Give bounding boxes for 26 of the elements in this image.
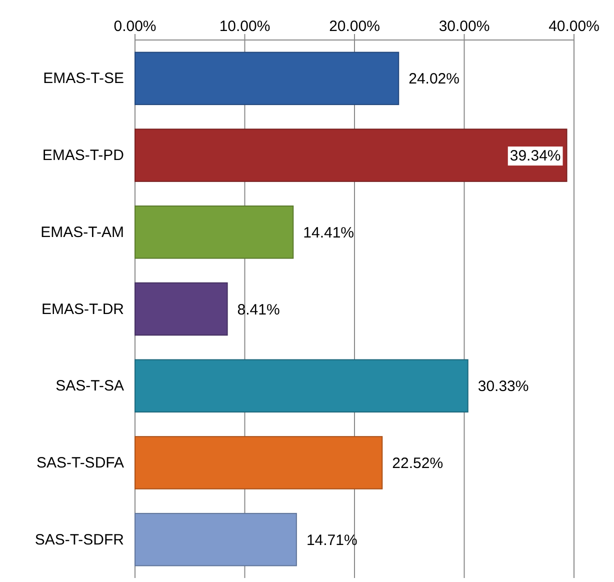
data-label: 22.52% [392, 454, 444, 472]
bar [134, 436, 383, 490]
data-label: 24.02% [408, 70, 460, 88]
x-tick-label: 10.00% [219, 18, 270, 35]
bar [134, 206, 294, 259]
bar [134, 128, 568, 182]
y-tick-label: SAS-T-SA [56, 378, 124, 395]
bar [134, 359, 468, 412]
y-tick-label: EMAS-T-DR [42, 300, 124, 318]
y-tick-label: EMAS-T-AM [40, 224, 124, 241]
y-tick-label: EMAS-T-PD [42, 147, 124, 164]
data-label: 14.41% [303, 224, 354, 242]
x-tick-label: 40.00% [548, 18, 600, 35]
bar [134, 52, 400, 106]
x-tick-label: 0.00% [114, 18, 156, 35]
data-label: 14.71% [306, 532, 358, 549]
data-label: 8.41% [237, 301, 280, 318]
x-tick-label: 30.00% [438, 18, 490, 35]
bar [134, 282, 228, 336]
y-tick-label: EMAS-T-SE [43, 70, 124, 88]
y-tick-label: SAS-T-SDFR [34, 531, 124, 548]
data-label: 30.33% [478, 378, 529, 396]
y-tick-label: SAS-T-SDFA [36, 454, 124, 472]
x-tick-label: 20.00% [329, 18, 380, 35]
data-label: 39.34% [510, 148, 561, 165]
bar [134, 512, 297, 566]
